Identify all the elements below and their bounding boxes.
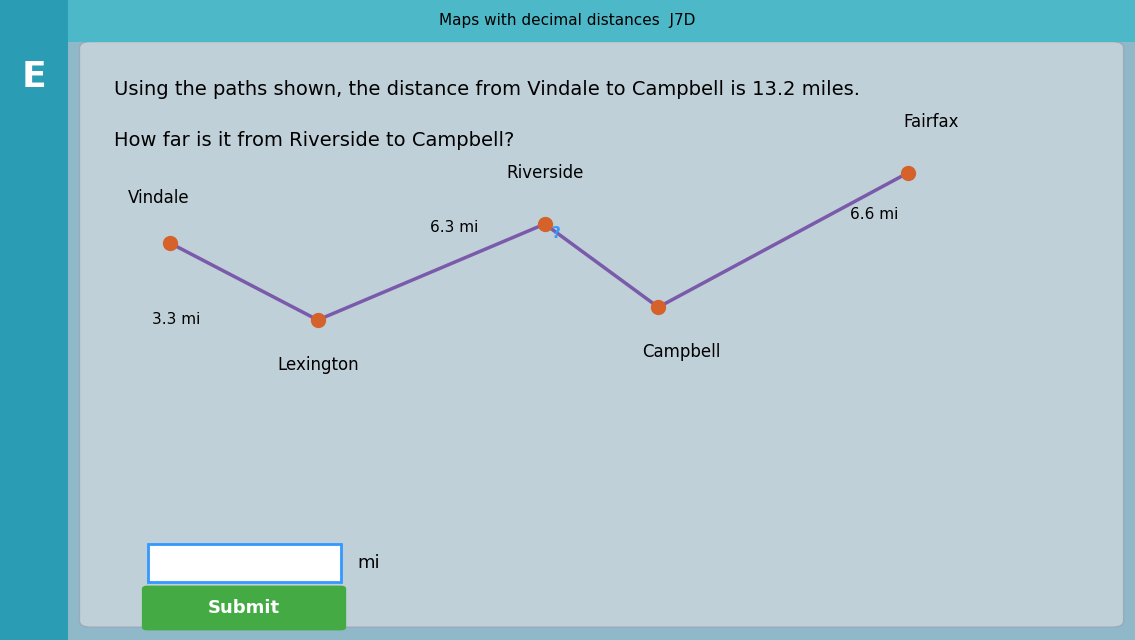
Text: Campbell: Campbell bbox=[641, 343, 721, 361]
Text: Riverside: Riverside bbox=[506, 164, 583, 182]
FancyBboxPatch shape bbox=[0, 0, 68, 640]
Point bbox=[536, 219, 554, 229]
Text: Lexington: Lexington bbox=[277, 356, 359, 374]
FancyBboxPatch shape bbox=[142, 586, 346, 630]
Text: Maps with decimal distances  J7D: Maps with decimal distances J7D bbox=[439, 13, 696, 28]
FancyBboxPatch shape bbox=[79, 42, 1124, 627]
FancyBboxPatch shape bbox=[68, 0, 1135, 42]
Text: mi: mi bbox=[358, 554, 380, 572]
Text: 6.6 mi: 6.6 mi bbox=[850, 207, 898, 222]
Text: ?: ? bbox=[552, 226, 561, 241]
Point bbox=[161, 238, 179, 248]
Text: Fairfax: Fairfax bbox=[903, 113, 958, 131]
Text: Submit: Submit bbox=[208, 599, 280, 617]
Point bbox=[309, 315, 327, 325]
Text: How far is it from Riverside to Campbell?: How far is it from Riverside to Campbell… bbox=[114, 131, 514, 150]
Text: Using the paths shown, the distance from Vindale to Campbell is 13.2 miles.: Using the paths shown, the distance from… bbox=[114, 80, 859, 99]
Point bbox=[899, 168, 917, 178]
Text: E: E bbox=[22, 60, 47, 94]
FancyBboxPatch shape bbox=[148, 544, 340, 582]
Text: Vindale: Vindale bbox=[128, 189, 190, 207]
Text: 3.3 mi: 3.3 mi bbox=[152, 312, 200, 328]
Point bbox=[649, 302, 667, 312]
Text: 6.3 mi: 6.3 mi bbox=[430, 220, 478, 235]
